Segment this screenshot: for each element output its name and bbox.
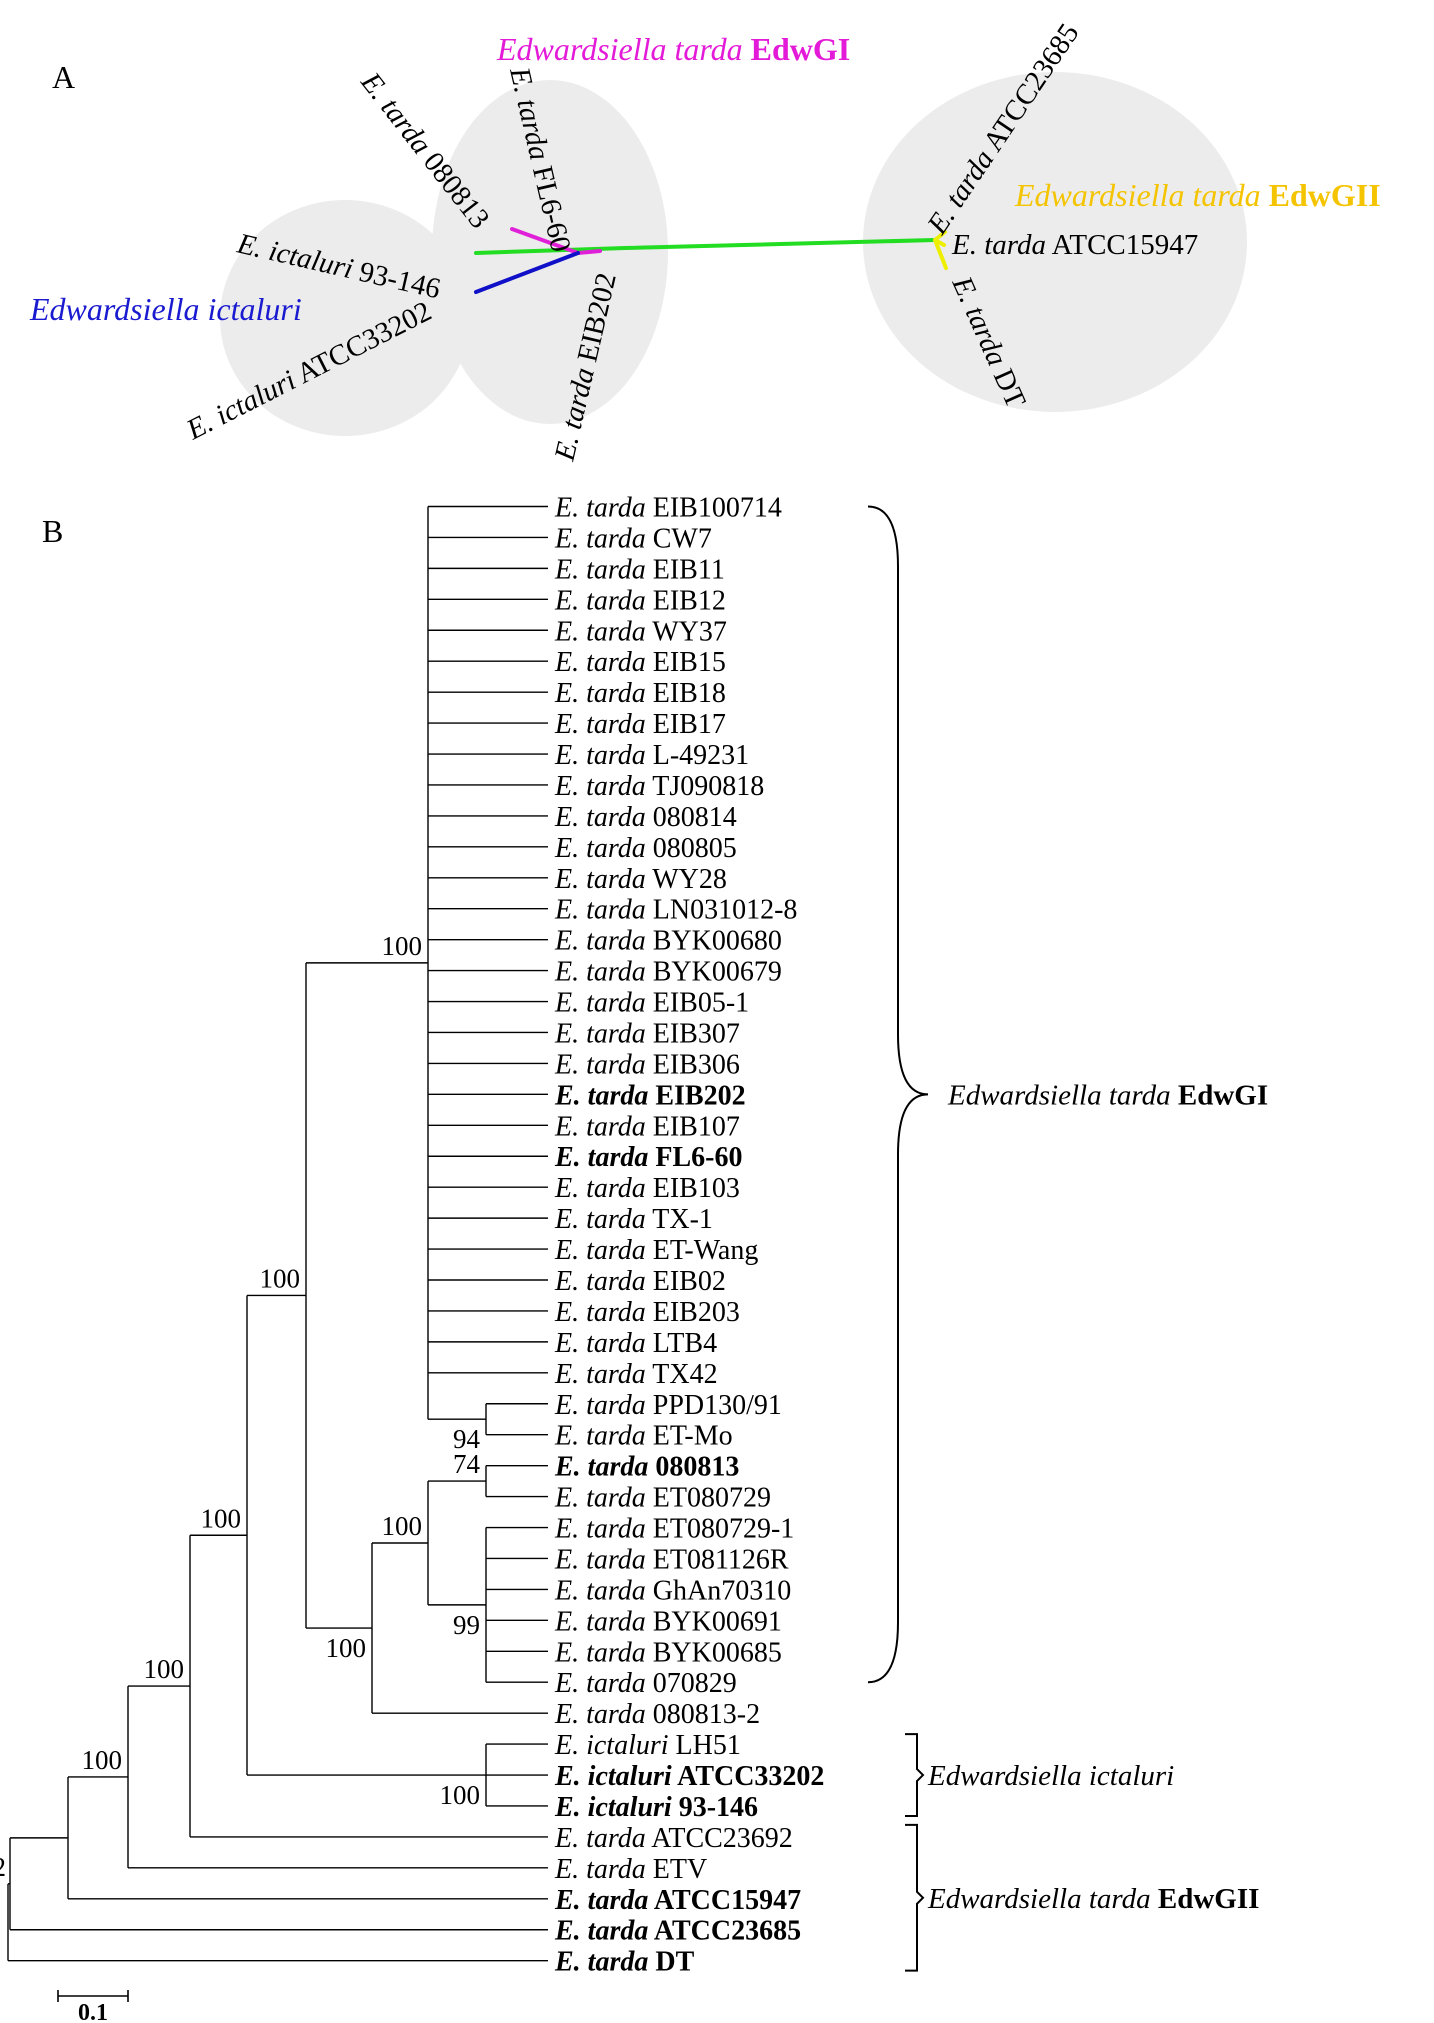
tree-leaf-label: E. tarda WY28 xyxy=(554,864,727,895)
tree-leaf-label: E. tarda EIB12 xyxy=(554,585,726,616)
bootstrap-value: 100 xyxy=(260,1263,301,1293)
tree-leaf-label: E. tarda LN031012-8 xyxy=(554,895,797,926)
panel-a-unrooted-tree: A Edwardsiella tarda EdwGI Edwardsiella t… xyxy=(29,18,1381,465)
tree-leaf-label: E. tarda EIB18 xyxy=(554,678,726,709)
tree-leaf-label: E. tarda EIB203 xyxy=(554,1297,740,1328)
tree-leaf-label: E. tarda 080813 xyxy=(554,1452,739,1483)
tree-leaf-label: E. tarda ET080729-1 xyxy=(554,1514,794,1545)
tree-leaf-label: E. tarda L-49231 xyxy=(554,740,749,771)
edwgii-cluster-bubble xyxy=(863,72,1247,412)
tree-leaf-label: E. tarda TJ090818 xyxy=(554,771,764,802)
bootstrap-value: 62 xyxy=(0,1852,6,1882)
tree-leaf-label: E. tarda PPD130/91 xyxy=(554,1390,782,1421)
group-title-edwgii: Edwardsiella tarda EdwGII xyxy=(1014,177,1381,213)
tree-leaf-label: E. tarda BYK00685 xyxy=(554,1637,782,1668)
tree-leaf-label: E. tarda LTB4 xyxy=(554,1328,717,1359)
group-title-ictaluri: Edwardsiella ictaluri xyxy=(29,291,302,327)
group-title-edwgi: Edwardsiella tarda EdwGI xyxy=(496,31,850,67)
tree-leaf-label: E. tarda ETV xyxy=(554,1854,707,1885)
tree-leaf-label: E. tarda EIB11 xyxy=(554,554,725,585)
tree-leaf-label: E. tarda WY37 xyxy=(554,616,727,647)
ictaluri-branch xyxy=(474,251,580,294)
edwgi-branch-node xyxy=(576,249,602,255)
tree-leaf-label: E. ictaluri ATCC33202 xyxy=(554,1761,824,1792)
tree-leaf-label: E. tarda EIB103 xyxy=(554,1173,740,1204)
bootstrap-value: 100 xyxy=(440,1780,481,1810)
bootstrap-value: 100 xyxy=(382,1511,423,1541)
panel-a-label: A xyxy=(52,59,75,95)
tree-leaf-label: E. tarda DT xyxy=(554,1947,695,1978)
tree-leaf-label: E. tarda BYK00691 xyxy=(554,1606,782,1637)
bootstrap-value: 74 xyxy=(453,1449,481,1479)
tree-leaf-label: E. tarda ATCC23685 xyxy=(554,1916,801,1947)
scale-bar-label: 0.1 xyxy=(78,2000,108,2023)
link-branch xyxy=(474,238,937,255)
tree-leaf-label: E. tarda ET081126R xyxy=(554,1544,789,1575)
tree-leaf-label: E. tarda ET-Mo xyxy=(554,1421,733,1452)
edwgii-branch-dt xyxy=(933,238,948,270)
tree-leaf-label: E. tarda EIB05-1 xyxy=(554,988,749,1019)
tree-leaf-label: E. tarda TX42 xyxy=(554,1359,718,1390)
tree-leaf-label: E. tarda FL6-60 xyxy=(554,1142,742,1173)
tree-leaf-label: E. tarda EIB17 xyxy=(554,709,726,740)
bootstrap-value: 100 xyxy=(382,931,423,961)
clade-brace xyxy=(867,505,929,1684)
panel-b-label: B xyxy=(42,513,63,549)
unrooted-leaf-label: E. tarda ATCC15947 xyxy=(951,229,1198,261)
tree-leaf-label: E. tarda GhAn70310 xyxy=(554,1575,791,1606)
tree-leaf-label: E. tarda CW7 xyxy=(554,523,712,554)
clade-label: Edwardsiella ictaluri xyxy=(927,1760,1174,1792)
tree-leaf-label: E. tarda EIB100714 xyxy=(554,493,782,524)
bootstrap-value: 94 xyxy=(453,1424,481,1454)
tree-leaf-label: E. tarda 070829 xyxy=(554,1668,737,1699)
tree-leaf-label: E. tarda EIB02 xyxy=(554,1266,726,1297)
tree-leaf-label: E. tarda BYK00680 xyxy=(554,926,782,957)
tree-leaf-label: E. tarda 080813-2 xyxy=(554,1699,760,1730)
clade-bracket xyxy=(905,1823,925,1972)
tree-leaf-label: E. tarda BYK00679 xyxy=(554,957,782,988)
clade-bracket xyxy=(905,1733,925,1817)
tree-leaf-label: E. tarda EIB202 xyxy=(554,1080,746,1111)
tree-leaf-label: E. tarda 080805 xyxy=(554,833,737,864)
tree-leaf-label: E. ictaluri LH51 xyxy=(554,1730,741,1761)
ictaluri-cluster-bubble xyxy=(220,200,470,436)
tree-leaf-label: E. tarda ET080729 xyxy=(554,1483,771,1514)
tree-leaf-label: E. tarda ATCC23692 xyxy=(554,1823,793,1854)
bootstrap-value: 100 xyxy=(144,1654,185,1684)
bootstrap-value: 100 xyxy=(82,1745,123,1775)
tree-leaf-label: E. tarda ATCC15947 xyxy=(554,1885,801,1916)
tree-leaf-label: E. tarda ET-Wang xyxy=(554,1235,758,1266)
tree-leaf-label: E. tarda EIB307 xyxy=(554,1018,740,1049)
bootstrap-value: 100 xyxy=(201,1503,242,1533)
tree-leaf-label: E. tarda EIB306 xyxy=(554,1049,740,1080)
tree-leaf-label: E. tarda EIB15 xyxy=(554,647,726,678)
tree-leaf-label: E. tarda 080814 xyxy=(554,802,737,833)
tree-leaf-label: E. tarda EIB107 xyxy=(554,1111,740,1142)
clade-label: Edwardsiella tarda EdwGI xyxy=(947,1079,1268,1111)
clade-label: Edwardsiella tarda EdwGII xyxy=(927,1883,1259,1915)
bootstrap-value: 100 xyxy=(326,1633,367,1663)
bootstrap-value: 99 xyxy=(453,1610,480,1640)
tree-leaf-label: E. ictaluri 93-146 xyxy=(554,1792,758,1823)
edwgi-branch-080813 xyxy=(510,227,580,255)
tree-leaf-label: E. tarda TX-1 xyxy=(554,1204,713,1235)
